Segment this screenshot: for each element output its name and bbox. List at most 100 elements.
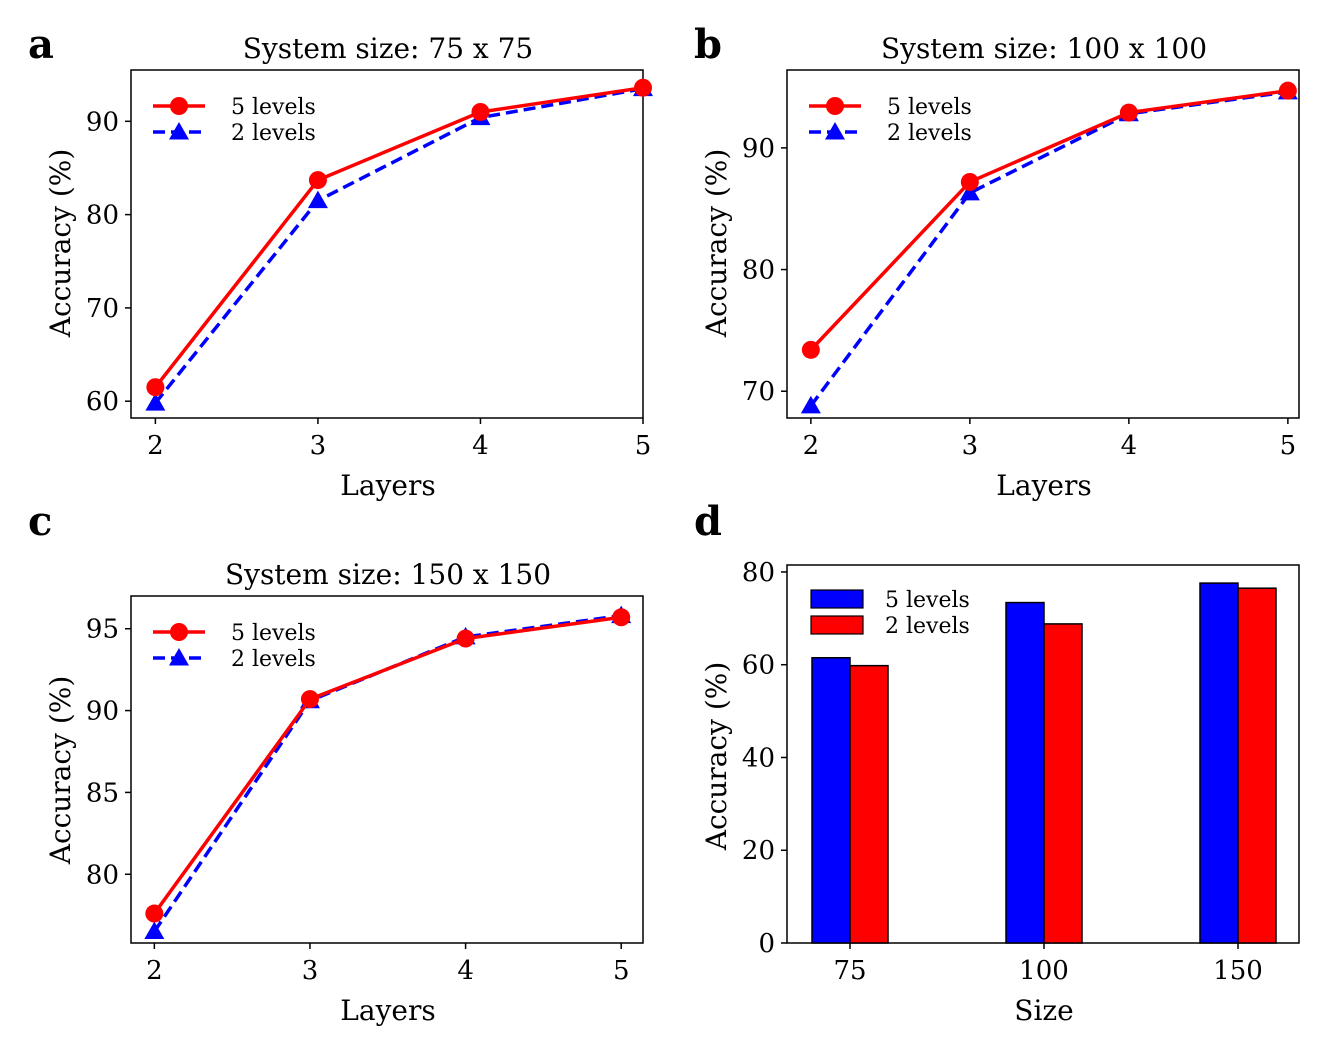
x-axis-label: Size (1014, 994, 1073, 1027)
bar (1237, 587, 1277, 944)
panel-letter-c: c (28, 498, 52, 545)
y-tick-label: 80 (86, 201, 119, 231)
legend-marker (170, 97, 188, 115)
data-point (801, 340, 820, 359)
y-tick-label: 70 (86, 294, 119, 324)
x-tick-label: 2 (147, 431, 164, 461)
legend-marker (825, 122, 845, 140)
series-line (154, 85, 644, 389)
panel-b: b System size: 100 x 100 Layers Accuracy… (694, 21, 1300, 502)
y-tick-label: 20 (742, 836, 775, 866)
panel-letter-a: a (28, 21, 54, 68)
data-point (145, 393, 166, 411)
data-point (144, 921, 165, 940)
legend-label: 2 levels (231, 121, 316, 146)
x-tick-label: 4 (1121, 431, 1138, 461)
data-point (307, 190, 328, 209)
data-point (800, 395, 821, 414)
legend-marker (169, 648, 189, 666)
y-tick-label: 90 (86, 697, 119, 727)
legend-marker (826, 97, 844, 115)
x-axis-label: Layers (996, 469, 1091, 502)
series-line (152, 615, 622, 915)
x-tick-label: 2 (146, 956, 163, 986)
data-point (145, 904, 164, 923)
x-tick-label: 5 (635, 431, 652, 461)
x-tick-label: 3 (302, 956, 319, 986)
bar (1005, 601, 1045, 944)
series-line (809, 90, 1289, 407)
panel-c: c System size: 150 x 150 Layers Accuracy… (28, 498, 644, 1027)
plot-area: 80 85 90 95 2 3 4 5 (86, 595, 644, 986)
series-line (154, 86, 644, 405)
legend-label: 2 levels (885, 614, 970, 639)
plot-area: 60 70 80 90 2 3 4 5 (86, 69, 653, 461)
x-tick-label: 100 (1019, 956, 1069, 986)
bar (811, 657, 851, 944)
data-point (960, 172, 979, 191)
panel-d: d Size Accuracy (%) 0 20 40 60 80 75 100 150 5 … (694, 498, 1300, 1027)
data-point (308, 171, 327, 190)
chart-title: System size: 150 x 150 (225, 558, 551, 591)
legend-marker (170, 623, 188, 641)
y-tick-label: 0 (758, 929, 775, 959)
y-axis-label: Accuracy (%) (44, 149, 77, 339)
data-point (146, 378, 165, 397)
y-tick-label: 80 (742, 256, 775, 286)
legend-label: 5 levels (887, 95, 972, 120)
y-tick-label: 90 (86, 107, 119, 137)
y-axis-label: Accuracy (%) (700, 149, 733, 339)
plot-area: 0 20 40 60 80 75 100 150 (742, 558, 1300, 986)
y-axis-label: Accuracy (%) (44, 676, 77, 866)
axes-frame (130, 69, 644, 419)
data-point (959, 182, 980, 201)
y-tick-label: 60 (742, 651, 775, 681)
chart-title: System size: 100 x 100 (881, 32, 1207, 65)
panel-letter-b: b (694, 21, 722, 68)
data-point (612, 608, 631, 627)
data-point (471, 102, 490, 121)
data-point (634, 78, 652, 97)
legend-label: 2 levels (231, 647, 316, 672)
legend-label: 5 levels (885, 588, 970, 613)
chart-title: System size: 75 x 75 (243, 32, 533, 65)
x-axis-label: Layers (340, 469, 435, 502)
legend-label: 2 levels (887, 121, 972, 146)
data-point (456, 629, 475, 648)
x-axis-label: Layers (340, 994, 435, 1027)
legend-label: 5 levels (231, 621, 316, 646)
panel-letter-d: d (694, 498, 722, 545)
legend-swatch (810, 589, 864, 609)
y-tick-label: 90 (742, 134, 775, 164)
legend-label: 5 levels (231, 95, 316, 120)
y-axis-label: Accuracy (%) (700, 662, 733, 852)
y-tick-label: 40 (742, 743, 775, 773)
x-tick-label: 5 (613, 956, 630, 986)
plot-area: 70 80 90 2 3 4 5 (742, 69, 1300, 461)
series-line (152, 613, 622, 933)
axes-frame (786, 69, 1300, 419)
legend-swatch (810, 615, 864, 635)
x-tick-label: 5 (1280, 431, 1297, 461)
y-tick-label: 80 (742, 558, 775, 588)
bar (849, 664, 889, 944)
y-tick-label: 95 (86, 615, 119, 645)
x-tick-label: 3 (310, 431, 327, 461)
x-tick-label: 4 (457, 956, 474, 986)
x-tick-label: 4 (472, 431, 489, 461)
bar (1199, 582, 1239, 944)
y-tick-label: 85 (86, 778, 119, 808)
series-line (809, 88, 1289, 352)
data-point (1119, 103, 1138, 122)
axes-frame (130, 595, 644, 944)
data-point (1278, 81, 1297, 100)
x-tick-label: 75 (833, 956, 866, 986)
y-tick-label: 70 (742, 377, 775, 407)
x-tick-label: 2 (803, 431, 820, 461)
y-tick-label: 80 (86, 860, 119, 890)
